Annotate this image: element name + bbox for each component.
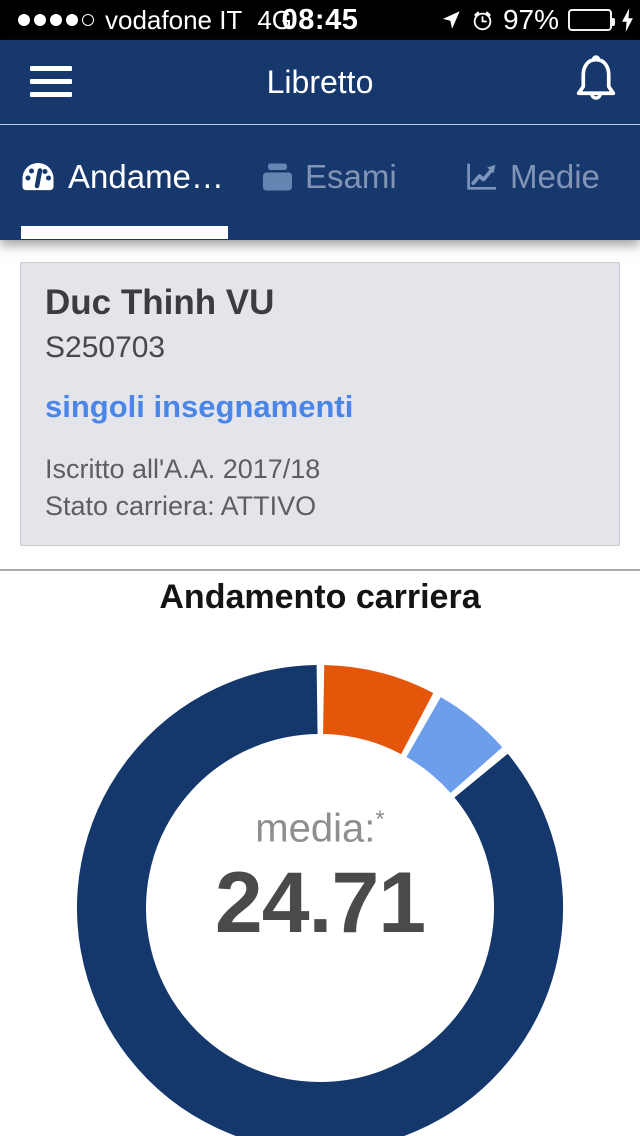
tab-medie[interactable]: Medie — [465, 158, 600, 196]
hamburger-bar — [30, 66, 72, 71]
media-label: media:* — [255, 806, 385, 851]
signal-dot — [50, 14, 62, 26]
student-id: S250703 — [45, 331, 166, 364]
section-divider — [0, 569, 640, 571]
battery-percent-label: 97% — [502, 4, 559, 35]
donut-segment-light-blue — [405, 697, 503, 794]
notifications-button[interactable] — [572, 51, 620, 118]
donut-segment-navy — [77, 665, 563, 1136]
charging-bolt-icon — [622, 8, 633, 32]
career-donut-chart: media:* 24.71 — [0, 640, 640, 1136]
battery-nub — [612, 18, 615, 26]
tab-esami[interactable]: Esami — [262, 158, 397, 196]
status-bar: vodafone IT 4G 08:45 97% — [0, 0, 640, 40]
status-bar-right: 97% — [440, 0, 634, 40]
footnote-asterisk: * — [375, 806, 385, 833]
navbar: Libretto — [0, 40, 640, 125]
donut-segment-orange — [322, 665, 434, 755]
location-arrow-icon — [442, 11, 460, 29]
career-status: Stato carriera: ATTIVO — [45, 491, 317, 521]
hamburger-menu-button[interactable] — [30, 66, 72, 97]
tab-bar: Andame… Esami Medie — [0, 125, 640, 239]
signal-dot — [82, 14, 94, 26]
top-navigation-block: Libretto Andame… — [0, 40, 640, 240]
clock-time: 08:45 — [281, 4, 359, 36]
page-title: Libretto — [266, 64, 374, 100]
enrollment-info: Iscritto all'A.A. 2017/18 — [45, 454, 321, 484]
signal-dot — [34, 14, 46, 26]
bell-icon — [576, 55, 616, 100]
active-tab-indicator — [21, 226, 228, 239]
tab-label: Andame… — [68, 158, 224, 195]
alarm-clock-icon — [473, 11, 492, 30]
gauge-icon — [22, 163, 54, 191]
status-bar-left: vodafone IT 4G — [18, 0, 292, 40]
hamburger-bar — [30, 79, 72, 84]
tab-label: Esami — [305, 158, 397, 195]
briefcase-icon — [263, 163, 292, 191]
battery-icon — [568, 9, 615, 31]
media-value: 24.71 — [214, 855, 426, 951]
program-link[interactable]: singoli insegnamenti — [45, 389, 354, 424]
network-type-label: 4G — [257, 4, 292, 35]
signal-dot — [18, 14, 30, 26]
signal-dot — [66, 14, 78, 26]
tab-label: Medie — [510, 158, 600, 195]
student-card: Duc Thinh VU S250703 singoli insegnament… — [20, 262, 620, 546]
donut-chart-svg — [77, 665, 563, 1136]
hamburger-bar — [30, 92, 72, 97]
trend-chart-icon — [467, 163, 496, 190]
signal-strength-icon — [18, 14, 94, 26]
student-name: Duc Thinh VU — [45, 283, 275, 322]
carrier-label: vodafone IT — [105, 4, 243, 35]
chart-title: Andamento carriera — [159, 578, 481, 616]
tab-andamento[interactable]: Andame… — [20, 158, 224, 196]
